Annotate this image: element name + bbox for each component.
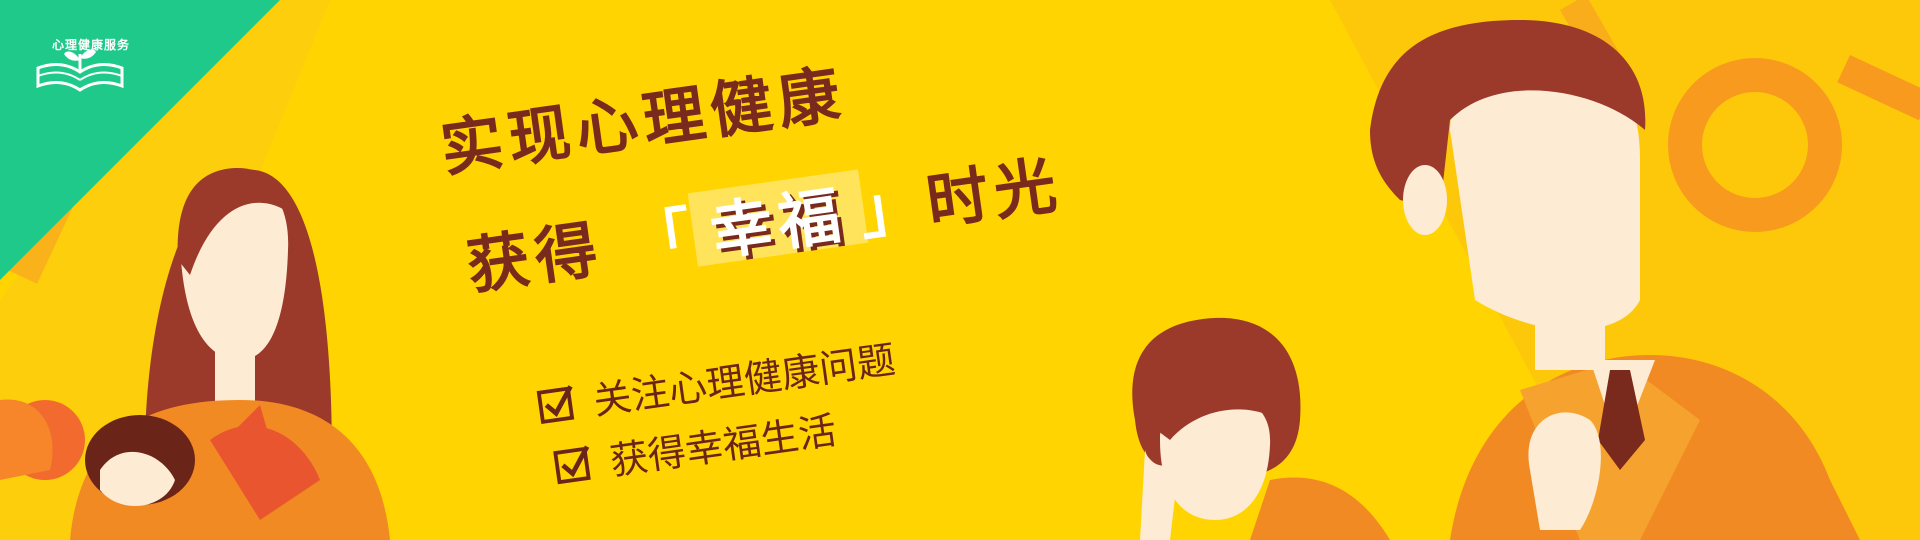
checkbox-checked-icon: [553, 444, 591, 484]
slogan-bracket-open: 「: [624, 198, 703, 281]
mother-figure: [0, 167, 390, 540]
child-figure: [1132, 317, 1390, 540]
slogan-line-1: 实现心理健康: [436, 56, 851, 186]
slogan: 实现心理健康 获得 「幸福」时光 关注心理健康问题 获得幸福生活: [430, 0, 1278, 484]
checkbox-checked-icon: [536, 384, 575, 424]
logo-corner-background: [0, 0, 280, 280]
slogan-line-2-suffix: 时光: [921, 147, 1067, 239]
slogan-bracket-close: 」: [854, 166, 933, 249]
open-book-sprout-icon: [36, 49, 124, 92]
slogan-line-2-prefix: 获得: [462, 212, 608, 304]
slogan-highlight: 幸福: [694, 163, 861, 274]
logo-text: 心理健康服务: [51, 38, 130, 52]
list-item: 关注心理健康问题: [534, 328, 898, 433]
list-item: 获得幸福生活: [551, 399, 840, 493]
father-figure: [1370, 20, 1860, 540]
